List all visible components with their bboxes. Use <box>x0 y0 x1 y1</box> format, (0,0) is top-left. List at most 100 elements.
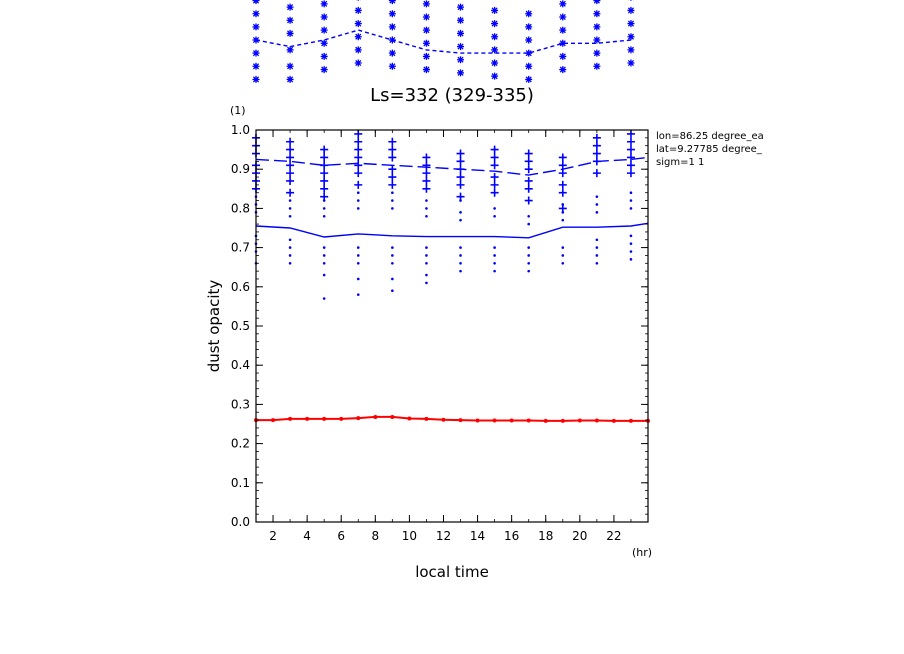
series-top-0-point <box>354 6 362 14</box>
main-plot: Ls=332 (329-335) (1) 0.00.10.20.30.40.50… <box>205 85 764 581</box>
series-0-point <box>422 161 431 170</box>
series-2-point <box>493 261 496 265</box>
series-top-0-point <box>320 13 328 21</box>
series-4-marker <box>407 416 412 421</box>
series-top-0-point <box>457 29 465 37</box>
series-4-marker <box>288 416 293 421</box>
series-2-point <box>356 277 360 281</box>
series-top-0-point <box>354 20 362 28</box>
series-0-point <box>286 169 295 178</box>
series-0-point <box>422 153 431 162</box>
series-top-0-point <box>320 52 328 60</box>
series-4-marker <box>390 414 395 419</box>
x-tick-label: 2 <box>269 529 277 543</box>
series-2-point <box>356 261 360 265</box>
series-0-point <box>490 145 499 154</box>
series-2-point <box>322 297 326 300</box>
series-top-0-point <box>252 10 260 18</box>
series-top-0-point <box>388 49 396 57</box>
series-0-point <box>354 137 363 146</box>
series-2-point <box>459 254 462 257</box>
series-4-marker <box>373 414 378 419</box>
series-top-0-point <box>422 66 430 74</box>
series-0-point <box>558 153 567 162</box>
series-0-point <box>422 176 431 185</box>
series-top-0-point <box>320 39 328 47</box>
series-top-0-point <box>354 59 362 67</box>
series-top-1-line <box>255 29 632 54</box>
series-0-point <box>592 169 601 178</box>
series-0-point <box>524 149 533 158</box>
series-top-0-point <box>388 23 396 31</box>
series-0-point <box>422 169 431 178</box>
series-4-marker <box>339 416 344 421</box>
series-2-point <box>288 261 292 265</box>
series-top-0-point <box>525 75 533 83</box>
series-top-0-point <box>388 10 396 18</box>
series-top-0-point <box>627 46 635 54</box>
series-2-point <box>425 261 428 265</box>
series-top-0-point <box>286 16 294 24</box>
series-0-point <box>524 157 533 166</box>
series-2-point <box>527 214 530 218</box>
series-4-marker <box>577 418 582 423</box>
series-top-0-point <box>252 75 260 83</box>
series-top-0-point <box>593 10 601 18</box>
series-0-point <box>388 165 397 174</box>
series-2-point <box>459 199 462 202</box>
series-2-point <box>629 191 633 195</box>
series-0-point <box>490 180 499 189</box>
series-0-point <box>388 153 397 162</box>
series-4-marker <box>441 417 446 422</box>
series-2-point <box>391 191 394 195</box>
series-0-point <box>626 137 635 146</box>
series-4-marker <box>560 418 565 423</box>
series-2-point <box>493 269 496 273</box>
series-2-point <box>493 246 496 249</box>
series-2-point <box>425 254 428 257</box>
series-2-point <box>561 254 565 257</box>
x-tick-label: 16 <box>504 529 519 543</box>
series-top-0-point <box>320 26 328 34</box>
x-tick-label: 4 <box>303 529 311 543</box>
series-2-point <box>629 258 633 261</box>
y-tick-label: 1.0 <box>231 123 250 137</box>
series-top-0-point <box>627 20 635 28</box>
series-2-point <box>425 246 428 249</box>
series-2-point <box>595 261 599 265</box>
series-0-point <box>558 161 567 170</box>
series-0-point <box>456 173 465 182</box>
series-2-point <box>527 269 530 273</box>
series-0-point <box>490 188 499 197</box>
series-0-point <box>388 145 397 154</box>
series-4-marker <box>305 416 310 421</box>
series-2-point <box>391 289 394 293</box>
series-top-0-point <box>559 13 567 21</box>
series-2-point <box>288 246 292 249</box>
series-2-point <box>629 207 633 210</box>
series-top-0-point <box>457 16 465 24</box>
series-2-point <box>459 261 462 265</box>
series-4-marker <box>424 416 429 421</box>
series-top-0-point <box>593 36 601 44</box>
series-4-marker <box>322 416 327 421</box>
series-1-line <box>255 156 649 176</box>
series-0-point <box>286 161 295 170</box>
x-tick-label: 20 <box>572 529 587 543</box>
series-2-point <box>391 277 394 281</box>
series-2-point <box>459 211 462 214</box>
series-0-point <box>388 180 397 189</box>
series-0-point <box>286 153 295 162</box>
series-0-point <box>592 133 601 142</box>
series-2-point <box>561 211 565 214</box>
series-top-0-point <box>457 3 465 11</box>
series-top-0-point <box>422 26 430 34</box>
series-2-point <box>288 199 292 202</box>
series-top-0-point <box>491 59 499 67</box>
series-top-0-point <box>491 72 499 80</box>
series-0-point <box>354 169 363 178</box>
series-2-point <box>629 250 633 253</box>
series-0-point <box>558 188 567 197</box>
x-tick-label: 12 <box>436 529 451 543</box>
series-0-point <box>286 188 295 197</box>
